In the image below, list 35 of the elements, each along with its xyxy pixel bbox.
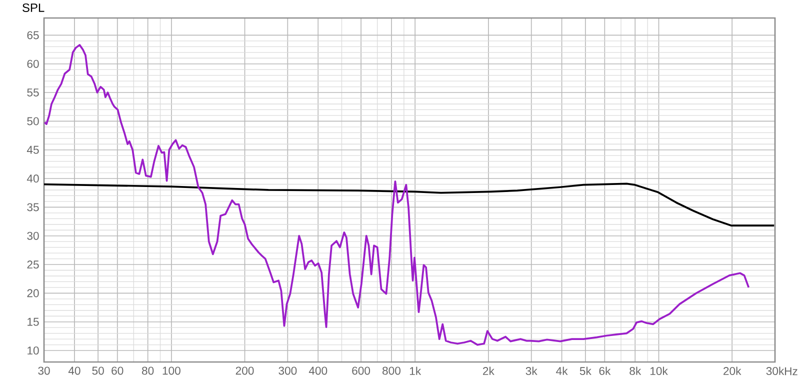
- x-tick-label: 1k: [410, 366, 422, 375]
- x-tick-label: 200: [236, 366, 254, 375]
- x-tick-label: 4k: [556, 366, 568, 375]
- x-tick-label: 300: [278, 366, 297, 375]
- x-tick-label: 60: [112, 366, 124, 375]
- y-tick-label: 50: [27, 117, 39, 126]
- x-tick-label: 5k: [580, 366, 592, 376]
- x-tick-label: 600: [352, 366, 370, 375]
- x-tick-label: 6k: [599, 366, 611, 376]
- x-tick-label: 30: [38, 366, 50, 375]
- y-axis-title: SPL: [22, 3, 44, 12]
- x-tick-label: 100: [162, 366, 180, 375]
- y-tick-label: 40: [26, 174, 39, 183]
- y-tick-label: 15: [28, 318, 39, 326]
- x-tick-label: 2k: [483, 366, 494, 375]
- y-tick-label: 30: [27, 232, 39, 240]
- y-tick-label: 55: [27, 88, 39, 96]
- x-tick-label: 400: [308, 366, 328, 375]
- y-tick-label: 65: [27, 31, 39, 40]
- x-axis-title: Hz: [784, 367, 798, 376]
- y-tick-label: 45: [26, 146, 39, 154]
- x-tick-label: 20k: [724, 366, 742, 376]
- y-tick-label: 25: [27, 260, 39, 269]
- y-tick-label: 35: [27, 203, 39, 212]
- x-tick-label: 80: [142, 366, 154, 375]
- x-tick-label: 800: [382, 366, 400, 375]
- x-tick-label: 10k: [650, 366, 668, 376]
- y-tick-label: 10: [28, 346, 39, 355]
- x-tick-label: 8k: [630, 366, 642, 376]
- y-tick-label: 20: [27, 289, 39, 298]
- x-tick-label: 3k: [526, 366, 538, 376]
- x-tick-label: 40: [68, 366, 80, 375]
- y-tick-label: 60: [27, 60, 39, 68]
- x-tick-label: 30k: [766, 366, 784, 376]
- x-tick-label: 50: [92, 366, 104, 375]
